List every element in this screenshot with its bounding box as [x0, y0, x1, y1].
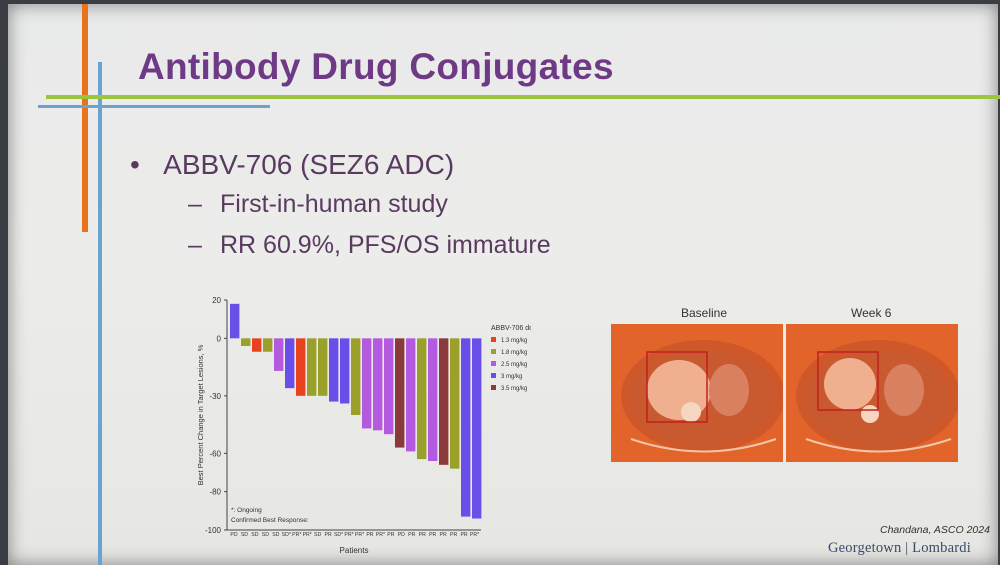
bar: [450, 338, 460, 469]
green-rule: [46, 95, 1000, 99]
response-label: PR*: [376, 532, 385, 538]
response-label: PR: [440, 532, 447, 538]
y-tick-label: 0: [217, 334, 222, 343]
legend-swatch: [491, 337, 496, 342]
week6-ct-image: [786, 324, 958, 462]
y-tick-label: -60: [209, 449, 221, 458]
response-label: PR: [325, 532, 332, 538]
legend-label: 3 mg/kg: [501, 374, 522, 380]
legend-label: 1.8 mg/kg: [501, 350, 527, 356]
bar: [274, 338, 284, 371]
bar: [285, 338, 295, 389]
y-tick-label: -100: [205, 526, 222, 535]
bar: [340, 338, 350, 404]
bar: [329, 338, 339, 402]
chart-note-ongoing: *: Ongoing: [231, 507, 262, 514]
legend-label: 3.5 mg/kg: [501, 386, 527, 392]
response-label: PR*: [292, 532, 301, 538]
bullet-text: ABBV-706 (SEZ6 ADC): [163, 149, 455, 180]
sub-text-2: RR 60.9%, PFS/OS immature: [220, 231, 551, 259]
legend-swatch: [491, 349, 496, 354]
legend-title: ABBV-706 dose: [491, 325, 531, 332]
response-label: SD: [314, 532, 321, 538]
y-tick-label: 20: [212, 296, 221, 305]
bar: [318, 338, 328, 396]
response-label: PR: [450, 532, 457, 538]
response-label: SD: [262, 532, 269, 538]
response-label: SD: [272, 532, 279, 538]
bar: [439, 338, 449, 465]
bar: [384, 338, 394, 435]
response-label: PR: [419, 532, 426, 538]
response-label: SD: [251, 532, 258, 538]
bar: [296, 338, 306, 396]
y-tick-label: -30: [209, 392, 221, 401]
baseline-ct-image: [611, 324, 783, 462]
sub-text-1: First-in-human study: [220, 190, 448, 218]
response-label: PD: [230, 532, 237, 538]
response-label: PR*: [355, 532, 364, 538]
y-tick-label: -80: [209, 488, 221, 497]
bullet-dot-icon: •: [130, 149, 140, 180]
bar: [351, 338, 361, 415]
response-label: PR*: [344, 532, 353, 538]
bar: [417, 338, 427, 460]
response-label: SD: [241, 532, 248, 538]
blue-rule: [38, 105, 270, 108]
sub-item-1: – First-in-human study: [188, 190, 448, 218]
bar: [373, 338, 383, 431]
legend-swatch: [491, 385, 496, 390]
bullet-item: • ABBV-706 (SEZ6 ADC): [130, 149, 454, 181]
bar: [252, 338, 262, 352]
legend-swatch: [491, 361, 496, 366]
response-label: SD*: [282, 532, 291, 538]
chart-note-response: Confirmed Best Response:: [231, 517, 309, 524]
week6-label: Week 6: [851, 306, 892, 320]
bar: [230, 303, 240, 339]
response-label: PR: [387, 532, 394, 538]
ct-scan-panel: Baseline Week 6: [611, 304, 961, 464]
orange-accent-line: [82, 4, 88, 232]
bar: [428, 338, 438, 461]
response-label: PR*: [470, 532, 479, 538]
legend-label: 1.3 mg/kg: [501, 338, 527, 344]
bar: [395, 338, 405, 448]
blue-accent-line: [98, 62, 102, 565]
bar: [406, 338, 416, 452]
y-axis-label: Best Percent Change in Target Lesions, %: [196, 344, 205, 485]
bar: [362, 338, 372, 429]
sub-item-2: – RR 60.9%, PFS/OS immature: [188, 231, 551, 259]
institution-logo: Georgetown | Lombardi: [828, 540, 971, 556]
bar: [472, 338, 482, 519]
bar: [263, 338, 273, 352]
response-label: PD: [398, 532, 405, 538]
bar: [241, 338, 251, 346]
response-label: PR: [460, 532, 467, 538]
response-label: PR*: [303, 532, 312, 538]
bar: [461, 338, 471, 517]
waterfall-chart: 20 0 -30 -60 -80 -100 Best Percent Change in T…: [196, 296, 531, 555]
slide: Antibody Drug Conjugates • ABBV-706 (SEZ…: [8, 4, 1000, 565]
baseline-label: Baseline: [681, 306, 728, 320]
bar: [307, 338, 317, 396]
response-label: PR: [408, 532, 415, 538]
slide-title: Antibody Drug Conjugates: [138, 46, 614, 87]
x-axis-label: Patients: [340, 546, 369, 555]
legend-label: 2.5 mg/kg: [501, 362, 527, 368]
legend-swatch: [491, 373, 496, 378]
response-label: PR: [429, 532, 436, 538]
citation: Chandana, ASCO 2024: [880, 524, 990, 536]
response-label: SD*: [334, 532, 343, 538]
response-label: PR: [366, 532, 373, 538]
